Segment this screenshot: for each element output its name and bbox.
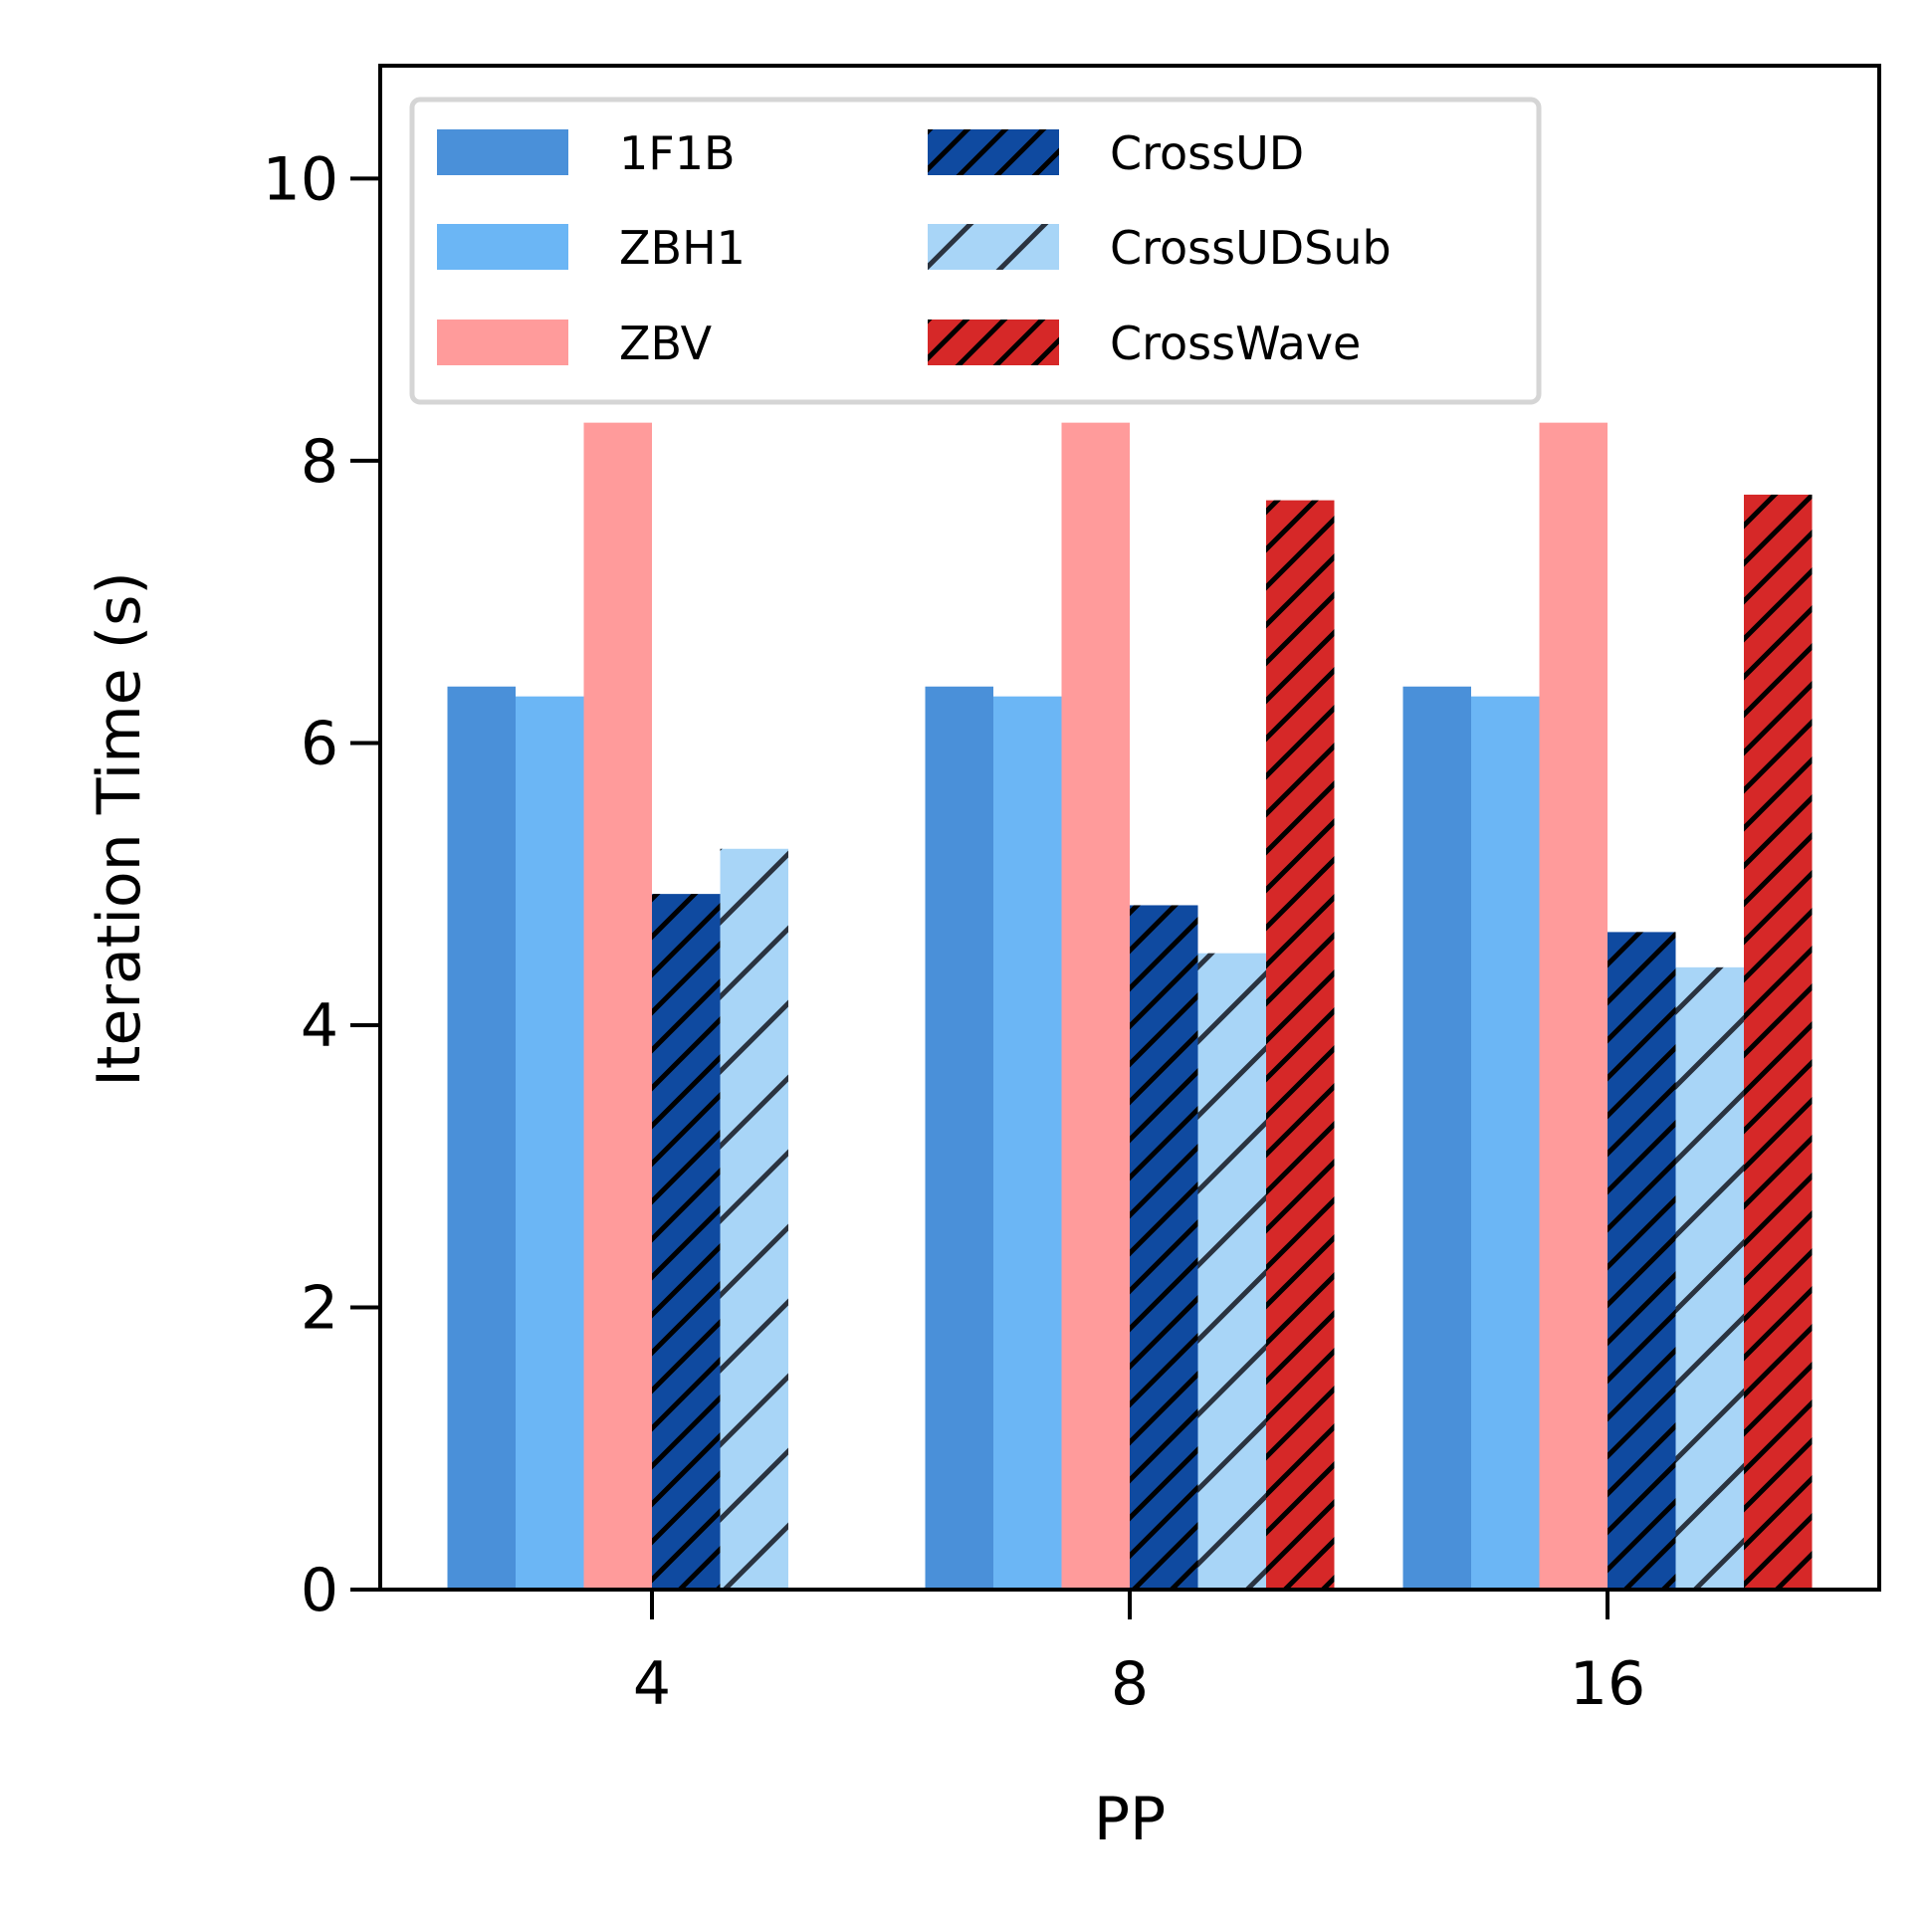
legend-zbh1-label: ZBH1: [619, 221, 746, 275]
bar-crosswave-pp16-hatch: [1744, 494, 1813, 1591]
bar-crossudsub-pp4-hatch: [720, 848, 788, 1590]
legend-1f1b-label: 1F1B: [619, 126, 736, 180]
legend: 1F1B ZBH1 ZBV CrossUD CrossUDSub CrossWave: [409, 97, 1542, 405]
y-axis-title: Iteration Time (s): [85, 571, 154, 1087]
bar-zbh1-pp4: [516, 696, 584, 1590]
legend-crosswave-label: CrossWave: [1110, 317, 1361, 370]
x-tick-label-4: 4: [633, 1649, 671, 1719]
bar-zbh1-pp16: [1471, 696, 1540, 1590]
bar-zbv-pp4: [583, 422, 652, 1591]
legend-crosswave-swatch-hatch: [928, 320, 1059, 365]
legend-crossudsub-label: CrossUDSub: [1110, 221, 1392, 275]
bar-1f1b-pp8: [925, 686, 993, 1590]
x-tick-label-8: 8: [1111, 1649, 1149, 1719]
legend-crossudsub-swatch-hatch: [928, 224, 1059, 270]
legend-zbh1-swatch: [437, 224, 568, 270]
bars-group: [447, 422, 1813, 1591]
x-tick-label-16: 16: [1570, 1649, 1645, 1719]
bar-zbh1-pp8: [993, 696, 1062, 1590]
bar-1f1b-pp16: [1402, 686, 1471, 1590]
bar-zbv-pp16: [1539, 422, 1608, 1591]
bar-crosswave-pp8-hatch: [1266, 500, 1335, 1590]
bar-crossud-pp8-hatch: [1130, 905, 1198, 1590]
bar-crossudsub-pp8-hatch: [1197, 953, 1266, 1590]
bar-zbv-pp8: [1061, 422, 1130, 1591]
y-tick-label-6: 6: [301, 709, 338, 778]
y-axis: 0 2 4 6 8 10: [263, 144, 380, 1625]
x-axis-title: PP: [1094, 1785, 1166, 1854]
bar-1f1b-pp4: [447, 686, 516, 1590]
bar-crossud-pp16-hatch: [1608, 932, 1676, 1590]
legend-crossud-label: CrossUD: [1110, 126, 1304, 180]
legend-zbv-swatch: [437, 320, 568, 365]
y-tick-label-4: 4: [301, 991, 338, 1061]
bar-crossud-pp4-hatch: [652, 894, 721, 1590]
x-axis: 4 8 16: [633, 1590, 1645, 1719]
y-tick-label-10: 10: [263, 144, 338, 214]
legend-1f1b-swatch: [437, 129, 568, 175]
legend-crossud-swatch-hatch: [928, 129, 1059, 175]
bar-crossudsub-pp16-hatch: [1675, 966, 1744, 1590]
y-tick-label-8: 8: [301, 427, 338, 497]
y-tick-label-0: 0: [301, 1556, 338, 1625]
y-tick-label-2: 2: [301, 1273, 338, 1343]
legend-zbv-label: ZBV: [619, 317, 713, 370]
